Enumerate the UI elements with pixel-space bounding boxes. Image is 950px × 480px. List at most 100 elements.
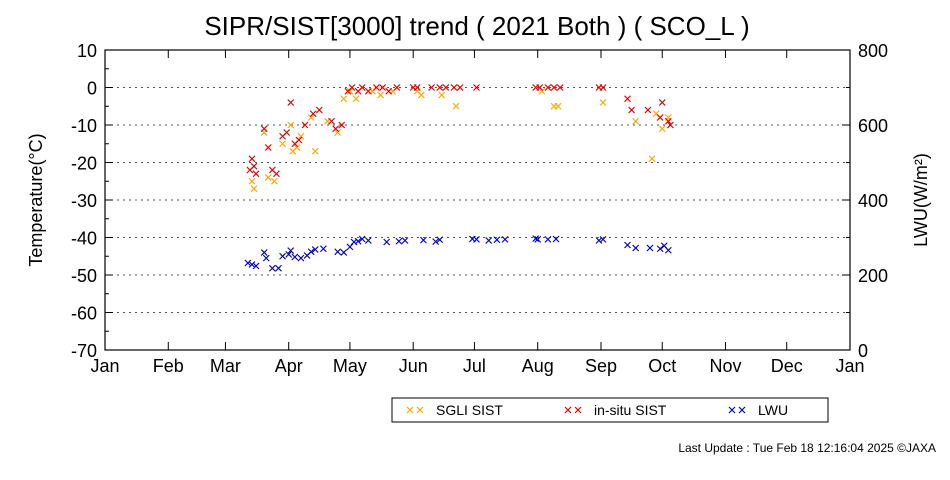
y-tick-label: -20: [71, 154, 97, 174]
data-point: [599, 235, 607, 243]
data-point: [595, 237, 603, 244]
data-point: [260, 249, 268, 256]
x-tick-label: Jan: [835, 356, 864, 376]
data-point: [438, 91, 446, 99]
chart-title: SIPR/SIST[3000] trend ( 2021 Both ) ( SC…: [204, 11, 749, 41]
y2-axis-label: LWU(W/m²): [911, 153, 931, 247]
data-point: [393, 84, 401, 91]
data-point: [473, 84, 480, 91]
data-point: [632, 117, 640, 125]
data-point: [250, 162, 258, 170]
data-point: [646, 244, 654, 252]
data-point: [364, 237, 372, 244]
x-tick-label: May: [333, 356, 367, 376]
data-point: [452, 102, 460, 110]
data-point: [656, 245, 664, 253]
data-point: [666, 121, 674, 129]
grid-lines: [105, 87, 850, 313]
data-point: [456, 84, 464, 91]
data-point: [493, 236, 501, 244]
data-point: [413, 84, 421, 91]
data-point: [293, 144, 301, 151]
y-tick-label: -10: [71, 116, 97, 136]
data-point: [544, 235, 552, 243]
data-point: [648, 155, 656, 163]
data-point: [550, 84, 558, 91]
legend-box: [391, 397, 829, 423]
data-point: [248, 177, 256, 185]
data-point: [485, 237, 493, 244]
data-point: [436, 84, 444, 91]
data-point: [268, 264, 276, 272]
legend-marker: [564, 406, 572, 414]
data-point: [664, 246, 672, 254]
data-point: [291, 253, 299, 261]
y2-tick-label: 0: [858, 341, 868, 361]
data-point: [552, 235, 560, 243]
legend-marker: [728, 406, 736, 414]
y-tick-label: -70: [71, 341, 97, 361]
data-point: [262, 254, 270, 262]
y2-tick-label: 400: [858, 191, 888, 211]
data-point: [656, 114, 664, 121]
y-tick-label: -30: [71, 191, 97, 211]
data-point: [664, 117, 672, 125]
y-tick-label: 10: [77, 41, 97, 61]
data-point: [556, 84, 564, 91]
data-point: [307, 248, 315, 256]
y2-tick-label: 800: [858, 41, 888, 61]
data-point: [532, 235, 540, 243]
data-point: [338, 121, 346, 129]
data-point: [275, 264, 282, 272]
data-point: [442, 84, 450, 91]
data-point: [401, 237, 409, 244]
data-point: [334, 129, 342, 136]
x-tick-label: Sep: [585, 356, 617, 376]
data-point: [315, 106, 323, 114]
data-point: [248, 261, 256, 268]
data-point: [264, 174, 272, 181]
data-point: [377, 91, 384, 99]
data-point: [379, 84, 387, 91]
x-tick-label: Jun: [399, 356, 428, 376]
data-point: [658, 125, 666, 133]
data-point: [248, 155, 256, 163]
data-point: [283, 129, 291, 136]
data-point: [340, 249, 348, 256]
data-point: [544, 84, 552, 91]
data-point: [244, 259, 252, 267]
data-point: [311, 246, 319, 253]
legend-label: SGLI SIST: [436, 402, 503, 418]
data-point: [554, 102, 562, 110]
data-point: [260, 125, 268, 133]
data-point: [383, 238, 391, 246]
y-tick-label: 0: [87, 79, 97, 99]
data-point: [534, 235, 542, 243]
data-point: [273, 170, 280, 178]
data-point: [658, 99, 666, 106]
legend-marker: [406, 406, 414, 414]
data-point: [334, 248, 342, 256]
data-point: [279, 140, 286, 148]
last-update-text: Last Update : Tue Feb 18 12:16:04 2025 ©…: [678, 441, 936, 455]
data-point: [436, 236, 444, 244]
data-point: [309, 110, 317, 118]
data-point: [301, 121, 309, 129]
legend: SGLI SIST in-situ SIST LWU: [391, 397, 829, 423]
data-point: [628, 106, 636, 114]
x-tick-label: Aug: [522, 356, 554, 376]
data-point: [354, 237, 362, 245]
data-point: [417, 91, 425, 99]
legend-label: LWU: [758, 402, 788, 418]
data-point: [536, 84, 544, 91]
data-point: [624, 241, 631, 249]
data-point: [538, 87, 546, 95]
data-point: [348, 84, 356, 91]
y-tick-label: -60: [71, 304, 97, 324]
data-point: [340, 95, 348, 103]
data-point: [352, 95, 360, 103]
data-point: [632, 244, 640, 252]
data-point: [252, 170, 260, 178]
data-point: [644, 106, 652, 114]
